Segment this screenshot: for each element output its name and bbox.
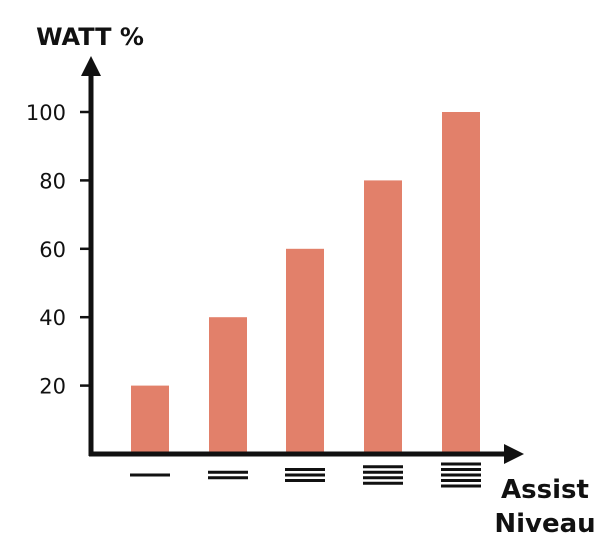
x-category-icon-line [285,468,325,471]
x-axis-title-line-1: Assist [501,475,589,505]
x-category-icon-line [208,476,248,480]
y-axis-title: WATT % [36,23,144,51]
x-category-icon-line [441,468,481,471]
x-category-icon-4 [363,465,403,485]
x-category-icon-line [441,473,481,477]
y-tick-label-100: 100 [26,101,66,125]
x-category-icon-line [285,479,325,482]
x-category-icon-2 [208,470,248,480]
bar-4 [364,180,402,454]
x-category-icon-5 [441,462,481,488]
x-category-icon-line [208,470,248,474]
y-tick-label-80: 80 [39,169,66,193]
x-category-icon-line [441,479,481,482]
y-ticks-group: 20 40 60 80 100 [26,101,92,399]
x-category-icon-line [363,465,403,469]
x-category-icon-3 [285,468,325,482]
x-category-icon-line [363,476,403,480]
bar-3 [286,248,324,454]
x-axis-title-line-2: Niveau [494,509,595,536]
x-category-icon-line [363,470,403,474]
x-category-icon-line [363,481,403,485]
x-category-icon-1 [130,473,170,477]
x-category-icon-line [441,484,481,488]
x-category-icons-group [130,462,481,488]
x-category-icon-line [441,462,481,466]
bar-1 [131,385,169,454]
bar-2 [209,317,247,454]
x-category-icon-line [130,473,170,477]
bars-group [131,112,480,454]
y-tick-label-40: 40 [39,306,66,330]
y-tick-label-20: 20 [39,375,66,399]
y-tick-label-60: 60 [39,238,66,262]
x-category-icon-line [285,473,325,477]
bar-5 [442,112,480,454]
